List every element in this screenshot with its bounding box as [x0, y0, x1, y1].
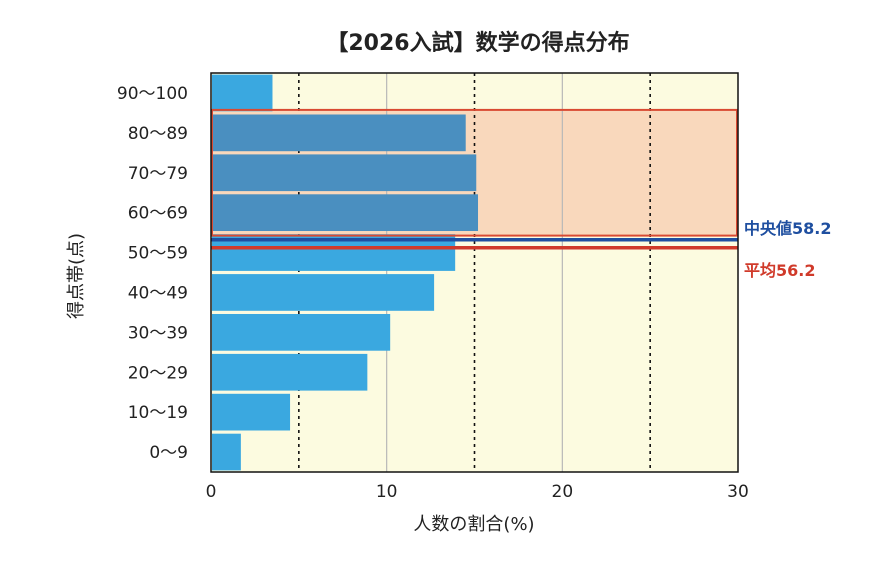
- bar: [212, 353, 368, 391]
- x-tick-label: 10: [376, 482, 398, 502]
- x-tick-label: 30: [727, 482, 749, 502]
- y-tick-labels: 0〜9 10〜19 20〜29 30〜39 40〜49 50〜59 60〜69 70〜79 80…: [117, 84, 188, 463]
- bar: [212, 274, 435, 311]
- y-tick-label: 90〜100: [117, 84, 188, 104]
- x-tick-label: 20: [552, 482, 574, 502]
- plot-frame: [210, 72, 739, 473]
- x-axis-label: 人数の割合(%): [413, 514, 534, 535]
- bar: [212, 194, 479, 232]
- bar: [212, 74, 273, 112]
- highlight-border: [211, 108, 738, 237]
- y-axis-label: 得点帯(点): [66, 233, 87, 319]
- y-tick-label: 50〜59: [128, 244, 188, 264]
- y-tick-label: 30〜39: [128, 323, 188, 343]
- y-tick-label: 70〜79: [128, 164, 188, 184]
- reference-lines: 中央値58.2 平均56.2: [211, 219, 831, 280]
- y-tick-label: 0〜9: [149, 443, 188, 463]
- x-tick-labels: 0 10 20 30: [206, 482, 749, 502]
- bar: [212, 154, 477, 192]
- reference-line-label: 中央値58.2: [744, 219, 831, 238]
- bar: [212, 393, 291, 431]
- bar: [212, 433, 241, 471]
- y-tick-label: 20〜29: [128, 363, 188, 383]
- y-tick-label: 40〜49: [128, 283, 188, 303]
- y-tick-label: 10〜19: [128, 403, 188, 423]
- y-tick-label: 80〜89: [128, 124, 188, 144]
- bars-layer: [212, 74, 479, 471]
- y-tick-label: 60〜69: [128, 204, 188, 224]
- bar: [212, 114, 466, 152]
- x-tick-label: 0: [206, 482, 217, 502]
- chart-title: 【2026入試】数学の得点分布: [326, 30, 629, 56]
- reference-line-label: 平均56.2: [744, 261, 815, 280]
- bar: [212, 313, 391, 351]
